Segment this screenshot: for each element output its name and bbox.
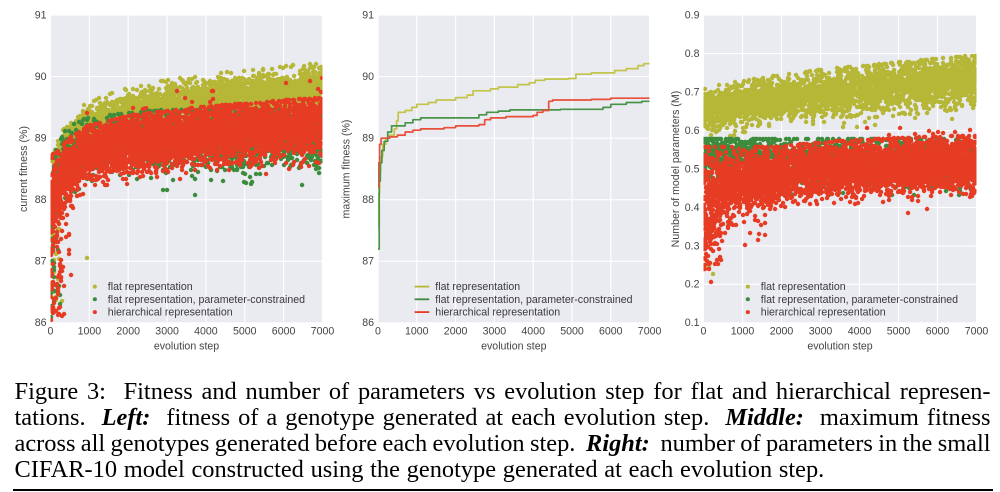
svg-text:0.2: 0.2 (685, 279, 700, 291)
svg-text:3000: 3000 (155, 326, 179, 338)
svg-text:5000: 5000 (887, 326, 911, 338)
svg-text:flat representation, parameter: flat representation, parameter-constrain… (435, 294, 632, 306)
svg-text:0.9: 0.9 (685, 10, 700, 22)
svg-text:current fitness (%): current fitness (%) (18, 126, 30, 212)
svg-text:hierarchical representation: hierarchical representation (435, 307, 560, 319)
svg-text:6000: 6000 (926, 326, 950, 338)
svg-text:0: 0 (48, 326, 54, 338)
svg-text:0: 0 (701, 326, 707, 338)
svg-text:90: 90 (35, 71, 47, 83)
svg-text:0.5: 0.5 (685, 163, 700, 175)
svg-text:1000: 1000 (731, 326, 755, 338)
svg-text:flat representation: flat representation (435, 281, 520, 293)
svg-text:2000: 2000 (444, 326, 468, 338)
svg-text:evolution step: evolution step (807, 341, 872, 353)
svg-text:flat representation, parameter: flat representation, parameter-constrain… (761, 294, 958, 306)
svg-text:3000: 3000 (809, 326, 833, 338)
svg-text:5000: 5000 (233, 326, 257, 338)
svg-text:0.4: 0.4 (685, 202, 700, 214)
svg-text:Number of model parameters (M): Number of model parameters (M) (670, 91, 682, 248)
svg-text:0.3: 0.3 (685, 240, 700, 252)
svg-text:evolution step: evolution step (481, 341, 546, 353)
svg-text:91: 91 (362, 10, 374, 22)
svg-text:hierarchical representation: hierarchical representation (108, 307, 233, 319)
svg-text:88: 88 (362, 194, 374, 206)
svg-text:87: 87 (362, 256, 374, 268)
svg-text:7000: 7000 (965, 326, 989, 338)
svg-text:7000: 7000 (638, 326, 662, 338)
svg-text:4000: 4000 (521, 326, 545, 338)
svg-text:86: 86 (35, 317, 47, 329)
svg-text:hierarchical representation: hierarchical representation (761, 307, 886, 319)
svg-text:4000: 4000 (194, 326, 218, 338)
svg-text:0.7: 0.7 (685, 86, 700, 98)
svg-text:0.6: 0.6 (685, 125, 700, 137)
svg-text:0.1: 0.1 (685, 317, 700, 329)
svg-text:flat representation: flat representation (761, 281, 846, 293)
svg-text:5000: 5000 (560, 326, 584, 338)
svg-text:91: 91 (35, 10, 47, 22)
svg-text:2000: 2000 (116, 326, 140, 338)
svg-text:7000: 7000 (311, 326, 335, 338)
svg-text:flat representation: flat representation (108, 281, 193, 293)
svg-text:89: 89 (35, 133, 47, 145)
svg-text:maximum fitness (%): maximum fitness (%) (341, 120, 353, 219)
svg-text:3000: 3000 (483, 326, 507, 338)
svg-text:1000: 1000 (405, 326, 429, 338)
svg-text:6000: 6000 (599, 326, 623, 338)
svg-text:6000: 6000 (272, 326, 296, 338)
svg-text:2000: 2000 (770, 326, 794, 338)
svg-text:0: 0 (375, 326, 381, 338)
svg-text:88: 88 (35, 194, 47, 206)
svg-text:86: 86 (362, 317, 374, 329)
svg-text:evolution step: evolution step (154, 341, 219, 353)
svg-text:4000: 4000 (848, 326, 872, 338)
svg-text:flat representation, parameter: flat representation, parameter-constrain… (108, 294, 305, 306)
svg-text:0.8: 0.8 (685, 48, 700, 60)
svg-text:1000: 1000 (78, 326, 102, 338)
svg-text:87: 87 (35, 256, 47, 268)
svg-text:90: 90 (362, 71, 374, 83)
svg-text:89: 89 (362, 133, 374, 145)
